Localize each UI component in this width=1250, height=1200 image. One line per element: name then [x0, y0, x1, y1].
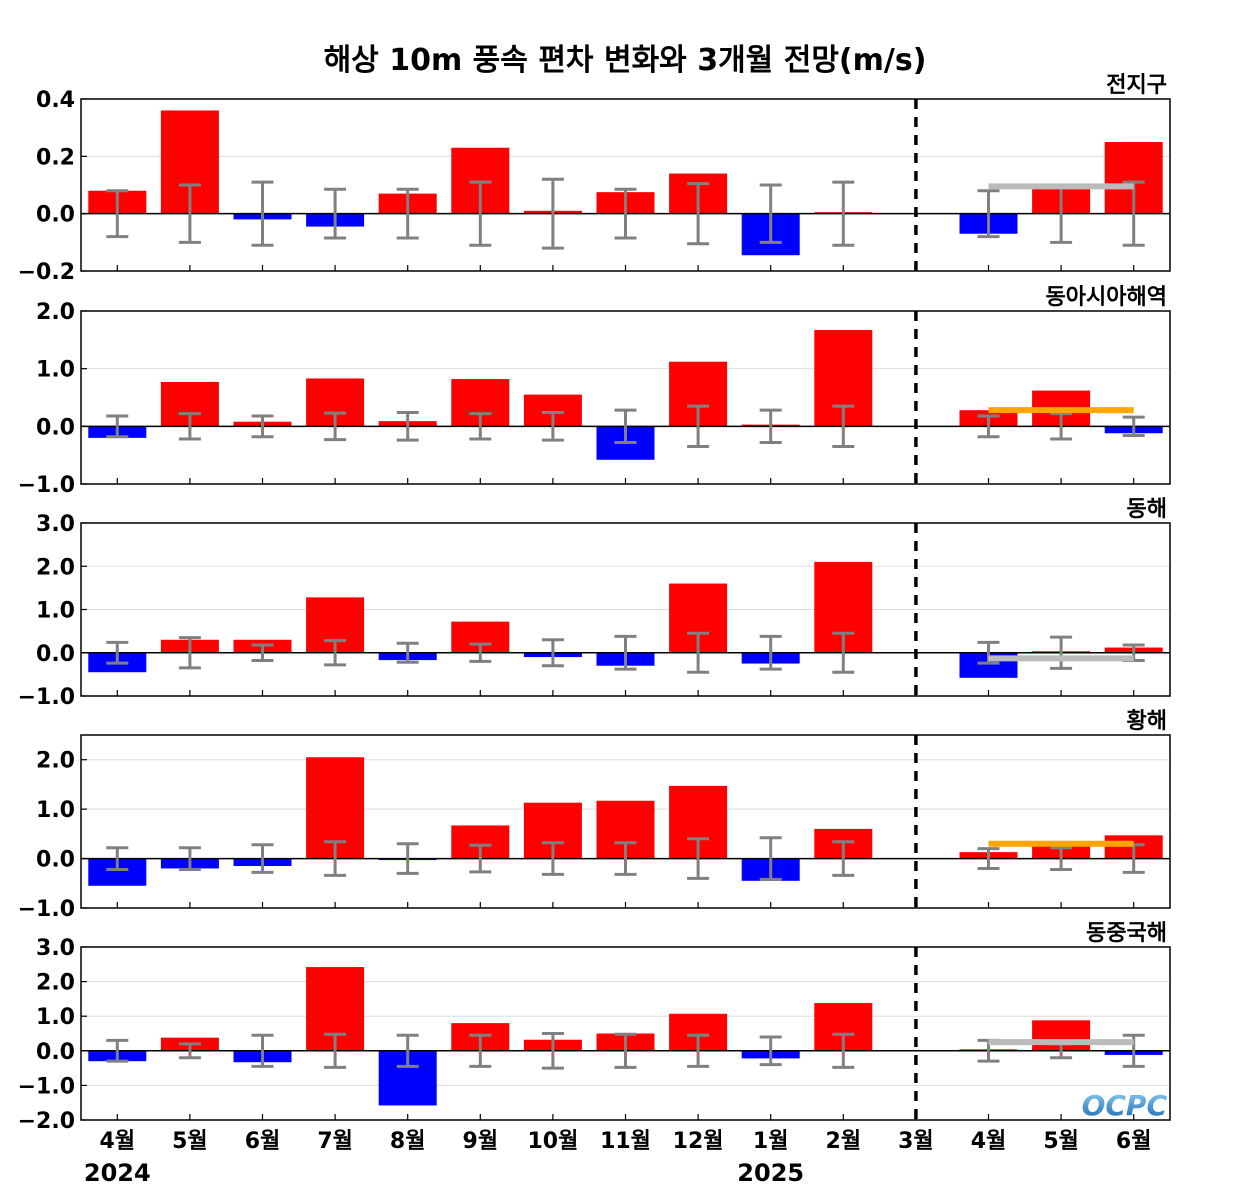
y-tick-label: 0.0	[36, 415, 75, 440]
x-tick-label: 8월	[390, 1129, 426, 1154]
y-tick-label: 3.0	[36, 512, 75, 537]
panel-title: 동중국해	[1086, 921, 1167, 946]
y-tick-label: 1.0	[36, 599, 75, 624]
x-axis: 4월 5월 6월 7월 8월 9월 10월 11월 12월 1월 2월 3월 4월 5월 6월 2024 202…	[84, 1129, 1152, 1187]
y-tick-label: 0.0	[36, 848, 75, 873]
x-tick-label: 4월	[971, 1129, 1007, 1154]
y-tick-label: 0.4	[36, 88, 75, 113]
x-tick-label: 3월	[898, 1129, 934, 1154]
y-tick-label: 2.0	[36, 749, 75, 774]
x-tick-label: 9월	[463, 1129, 499, 1154]
panel-4: −1.0 0.0 1.0 2.0 황해	[18, 709, 1171, 922]
year-label-2024: 2024	[84, 1159, 151, 1187]
y-tick-label: −1.0	[18, 473, 75, 498]
logo-text: OCPC	[1082, 1089, 1168, 1122]
ocpc-logo: OCPC	[1082, 1089, 1168, 1122]
x-tick-label: 5월	[172, 1129, 208, 1154]
y-tick-label: 0.0	[36, 1040, 75, 1065]
y-tick-label: 0.2	[36, 145, 75, 170]
panels: −0.2 0.0 0.2 0.4 전지구 −1.0 0.0 1.0 2.0 동아시아해역 −1.0 0…	[18, 73, 1171, 1134]
panel-title: 동아시아해역	[1046, 285, 1167, 310]
x-tick-label: 7월	[317, 1129, 353, 1154]
panel-5: −2.0 −1.0 0.0 1.0 2.0 3.0 동중국해	[18, 921, 1171, 1134]
y-tick-label: 2.0	[36, 555, 75, 580]
y-tick-label: 3.0	[36, 936, 75, 961]
x-tick-label: 12월	[673, 1129, 724, 1154]
x-tick-label: 1월	[753, 1129, 789, 1154]
x-tick-label: 4월	[100, 1129, 136, 1154]
y-tick-label: 1.0	[36, 798, 75, 823]
y-tick-label: −1.0	[18, 1074, 75, 1099]
x-tick-label: 5월	[1043, 1129, 1079, 1154]
y-tick-label: 0.0	[36, 203, 75, 228]
panel-2: −1.0 0.0 1.0 2.0 동아시아해역	[18, 285, 1171, 498]
y-tick-label: 1.0	[36, 358, 75, 383]
y-tick-label: 0.0	[36, 642, 75, 667]
panel-title: 황해	[1127, 709, 1167, 734]
panel-1: −0.2 0.0 0.2 0.4 전지구	[18, 73, 1171, 285]
panel-title: 전지구	[1106, 73, 1167, 98]
panel-3: −1.0 0.0 1.0 2.0 3.0 동해	[18, 497, 1171, 710]
y-tick-label: 2.0	[36, 971, 75, 996]
panel-title: 동해	[1127, 497, 1167, 522]
year-label-2025: 2025	[737, 1159, 804, 1187]
chart-title: 해상 10m 풍속 편차 변화와 3개월 전망(m/s)	[324, 43, 927, 78]
x-tick-label: 6월	[1116, 1129, 1152, 1154]
y-tick-label: −2.0	[18, 1109, 75, 1134]
y-tick-label: −1.0	[18, 897, 75, 922]
y-tick-label: 2.0	[36, 300, 75, 325]
x-tick-label: 10월	[527, 1129, 578, 1154]
y-tick-label: 1.0	[36, 1005, 75, 1030]
x-tick-label: 6월	[245, 1129, 281, 1154]
x-tick-label: 11월	[600, 1129, 651, 1154]
y-tick-label: −0.2	[18, 260, 75, 285]
x-tick-label: 2월	[826, 1129, 862, 1154]
y-tick-label: −1.0	[18, 685, 75, 710]
